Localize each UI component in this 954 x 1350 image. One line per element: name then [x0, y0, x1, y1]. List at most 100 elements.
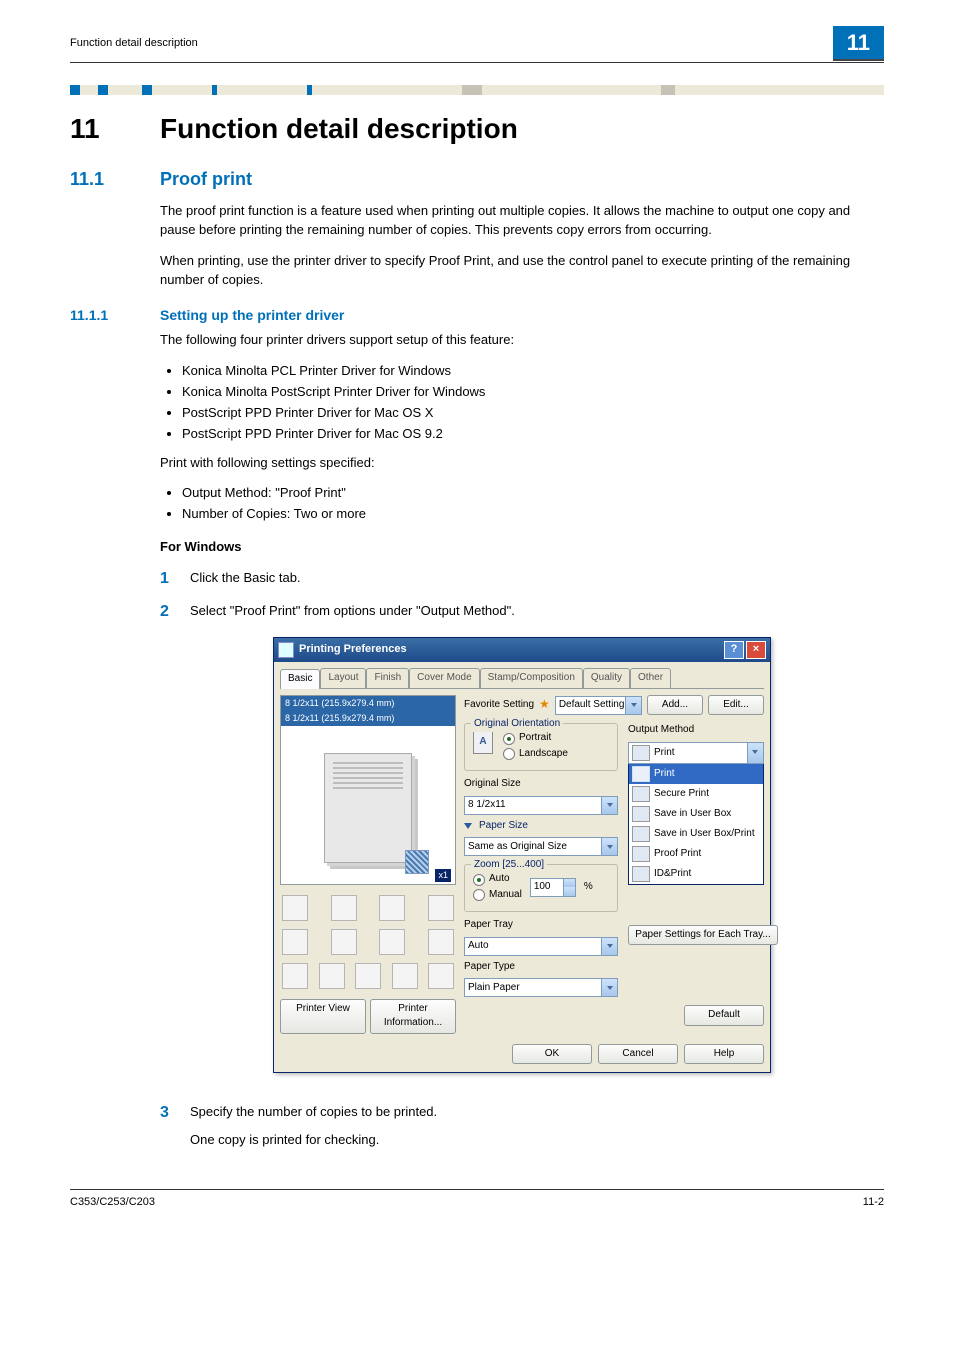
- heading-2: 11.1Proof print: [70, 169, 884, 190]
- zoom-group-title: Zoom [25...400]: [471, 858, 547, 873]
- print-option-icon: [632, 846, 650, 862]
- feature-icon[interactable]: [282, 963, 308, 989]
- chevron-down-icon[interactable]: [601, 938, 617, 955]
- feature-icon[interactable]: [428, 895, 454, 921]
- zoom-manual-radio[interactable]: Manual: [473, 888, 522, 903]
- zoom-auto-label: Auto: [489, 872, 510, 887]
- print-option-icon: [632, 766, 650, 782]
- output-option-label: Proof Print: [654, 847, 701, 862]
- output-method-combo[interactable]: Print: [628, 742, 764, 764]
- tab-finish[interactable]: Finish: [366, 668, 409, 688]
- help-button[interactable]: Help: [684, 1044, 764, 1065]
- zoom-pct: %: [584, 880, 593, 895]
- preview-size-2: 8 1/2x11 (215.9x279.4 mm): [281, 711, 455, 726]
- paragraph: The proof print function is a feature us…: [160, 202, 884, 240]
- output-option[interactable]: ID&Print: [629, 864, 763, 884]
- ok-button[interactable]: OK: [512, 1044, 592, 1065]
- paper-tray-combo[interactable]: Auto: [464, 937, 618, 956]
- paper-type-value: Plain Paper: [468, 981, 520, 996]
- output-method-label: Output Method: [628, 723, 694, 738]
- tab-strip: BasicLayoutFinishCover ModeStamp/Composi…: [280, 668, 764, 689]
- tab-quality[interactable]: Quality: [583, 668, 630, 688]
- original-size-label: Original Size: [464, 777, 521, 792]
- feature-icon[interactable]: [282, 895, 308, 921]
- cancel-button[interactable]: Cancel: [598, 1044, 678, 1065]
- printing-preferences-dialog: Printing Preferences ? × BasicLayoutFini…: [273, 637, 771, 1073]
- paper-size-value: Same as Original Size: [468, 840, 567, 855]
- feature-icon[interactable]: [428, 929, 454, 955]
- feature-icon[interactable]: [392, 963, 418, 989]
- output-option-label: Save in User Box: [654, 807, 731, 822]
- output-option[interactable]: Proof Print: [629, 844, 763, 864]
- orientation-group: Original Orientation A Portrait: [464, 723, 618, 771]
- portrait-radio[interactable]: Portrait: [503, 731, 568, 746]
- original-size-combo[interactable]: 8 1/2x11: [464, 796, 618, 815]
- footer-model: C353/C253/C203: [70, 1196, 155, 1208]
- print-option-icon: [632, 866, 650, 882]
- zoom-auto-radio[interactable]: Auto: [473, 872, 522, 887]
- chevron-down-icon[interactable]: [601, 797, 617, 814]
- tab-basic[interactable]: Basic: [280, 669, 320, 689]
- edit-button[interactable]: Edit...: [708, 695, 764, 716]
- step-text: Click the Basic tab.: [190, 567, 301, 590]
- help-icon[interactable]: ?: [724, 641, 744, 659]
- printer-view-button[interactable]: Printer View: [280, 999, 366, 1034]
- output-option[interactable]: Print: [629, 764, 763, 784]
- paper-size-label: Paper Size: [479, 819, 528, 834]
- tab-layout[interactable]: Layout: [320, 668, 366, 688]
- paper-tray-label: Paper Tray: [464, 918, 513, 933]
- paper-size-combo[interactable]: Same as Original Size: [464, 837, 618, 856]
- feature-icon[interactable]: [319, 963, 345, 989]
- close-icon[interactable]: ×: [746, 641, 766, 659]
- footer-page: 11-2: [863, 1196, 884, 1208]
- output-option[interactable]: Save in User Box/Print: [629, 824, 763, 844]
- output-option[interactable]: Secure Print: [629, 784, 763, 804]
- feature-icon[interactable]: [282, 929, 308, 955]
- zoom-manual-label: Manual: [489, 888, 522, 903]
- zoom-badge: x1: [435, 869, 451, 882]
- h3-num: 11.1.1: [70, 307, 160, 323]
- zoom-value-spinner[interactable]: 100: [530, 878, 576, 897]
- printer-information-button[interactable]: Printer Information...: [370, 999, 456, 1034]
- original-size-value: 8 1/2x11: [468, 798, 506, 813]
- step-3-sub: One copy is printed for checking.: [190, 1131, 884, 1150]
- default-button[interactable]: Default: [684, 1005, 764, 1026]
- output-option-label: ID&Print: [654, 867, 691, 882]
- feature-icon[interactable]: [428, 963, 454, 989]
- feature-icon[interactable]: [379, 929, 405, 955]
- paper-settings-each-tray-button[interactable]: Paper Settings for Each Tray...: [628, 925, 778, 946]
- feature-icon-grid: [280, 891, 456, 993]
- chapter-number-box: 11: [833, 26, 884, 61]
- print-icon: [632, 745, 650, 761]
- step-num: 1: [160, 567, 190, 590]
- paper-tray-value: Auto: [468, 939, 489, 954]
- tab-stamp-composition[interactable]: Stamp/Composition: [480, 668, 583, 688]
- radio-icon: [473, 889, 485, 901]
- arrow-down-icon: [464, 823, 472, 829]
- heading-3: 11.1.1Setting up the printer driver: [70, 307, 884, 323]
- chevron-down-icon[interactable]: [601, 838, 617, 855]
- feature-icon[interactable]: [379, 895, 405, 921]
- chevron-down-icon[interactable]: [601, 979, 617, 996]
- preview-size-1: 8 1/2x11 (215.9x279.4 mm): [281, 696, 455, 711]
- landscape-radio[interactable]: Landscape: [503, 747, 568, 762]
- orientation-group-title: Original Orientation: [471, 717, 563, 732]
- star-icon: ★: [539, 696, 550, 713]
- feature-icon[interactable]: [355, 963, 381, 989]
- feature-icon[interactable]: [331, 929, 357, 955]
- feature-icon[interactable]: [331, 895, 357, 921]
- output-option[interactable]: Save in User Box: [629, 804, 763, 824]
- breadcrumb: Function detail description: [70, 37, 198, 49]
- chevron-down-icon[interactable]: [625, 697, 641, 714]
- favorite-setting-combo[interactable]: Default Setting: [555, 696, 642, 715]
- tab-cover-mode[interactable]: Cover Mode: [409, 668, 479, 688]
- chevron-down-icon[interactable]: [747, 743, 763, 763]
- settings-list: Output Method: "Proof Print"Number of Co…: [160, 484, 884, 524]
- paragraph: Print with following settings specified:: [160, 454, 884, 473]
- step-num: 2: [160, 600, 190, 623]
- step-2: 2 Select "Proof Print" from options unde…: [160, 600, 884, 623]
- add-button[interactable]: Add...: [647, 695, 703, 716]
- paper-type-combo[interactable]: Plain Paper: [464, 978, 618, 997]
- tab-other[interactable]: Other: [630, 668, 671, 688]
- paper-type-label: Paper Type: [464, 960, 515, 975]
